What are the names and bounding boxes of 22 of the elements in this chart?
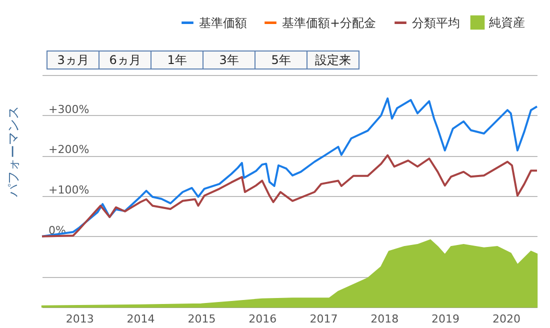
legend-label: 基準価額 — [199, 16, 247, 30]
legend-label: 分類平均 — [412, 16, 460, 30]
text: 5年 — [271, 53, 291, 67]
x-tick-label: 2019 — [432, 312, 460, 326]
x-tick-label: 2020 — [492, 312, 520, 326]
x-tick-label: 2014 — [126, 312, 155, 326]
legend-label: 純資産 — [489, 16, 525, 30]
x-tick-label: 2016 — [248, 312, 277, 326]
x-tick-label: 2015 — [188, 312, 216, 326]
text: 1年 — [167, 53, 187, 67]
x-tick-label: 2013 — [66, 312, 94, 326]
y-tick-label: +300% — [48, 102, 90, 116]
text: 3ヵ月 — [57, 53, 89, 67]
x-tick-label: 2018 — [370, 312, 399, 326]
text: 6ヵ月 — [109, 53, 141, 67]
text: 設定来 — [315, 53, 351, 67]
y-axis-title: パフォーマンス — [6, 106, 22, 198]
text: 3年 — [219, 53, 239, 67]
x-tick-label: 2017 — [310, 312, 338, 326]
legend-label: 基準価額+分配金 — [282, 16, 376, 30]
y-tick-label: +100% — [48, 184, 90, 197]
y-tick-label: +200% — [48, 143, 90, 156]
